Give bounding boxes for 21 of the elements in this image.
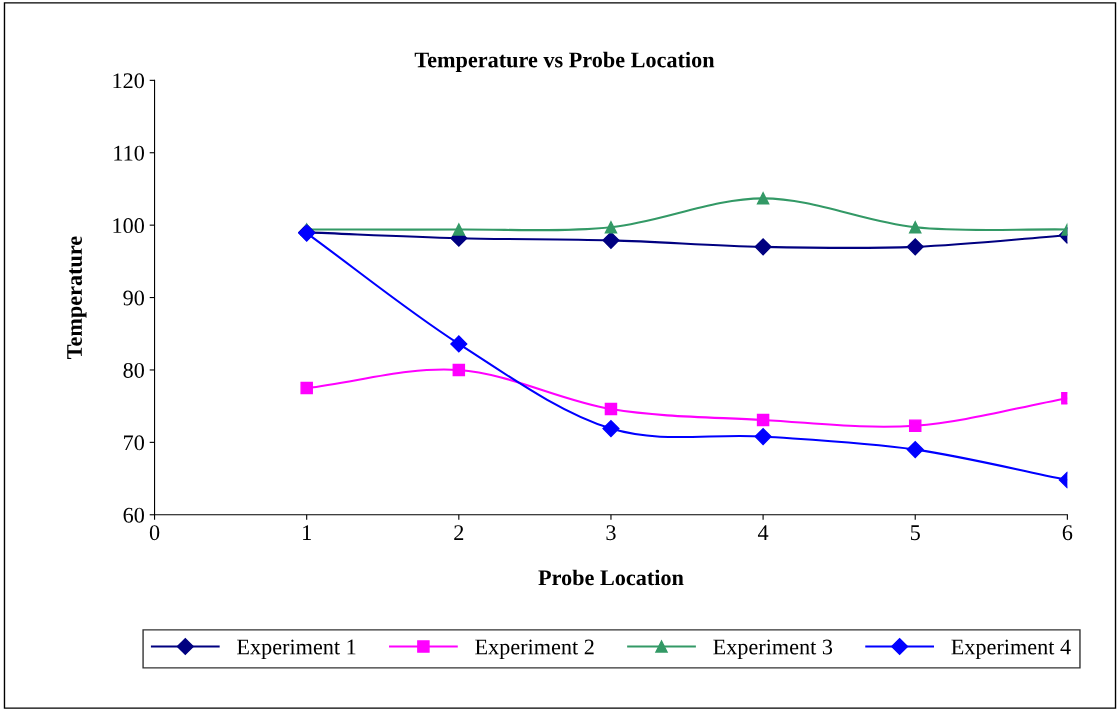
y-tick-label: 70 xyxy=(124,435,144,451)
y-tick-label: 60 xyxy=(123,507,144,523)
legend-label: Experiment 3 xyxy=(713,639,833,660)
x-tick-label: 1 xyxy=(303,525,311,540)
x-tick-label: 3 xyxy=(606,525,616,541)
x-tick-label: 5 xyxy=(910,525,920,541)
chart-title: Temperature vs Probe Location xyxy=(414,51,715,72)
legend-label: Experiment 2 xyxy=(475,639,594,660)
x-tick-label: 4 xyxy=(757,525,769,540)
y-tick-label: 100 xyxy=(113,218,144,234)
y-tick-label: 90 xyxy=(123,290,144,306)
y-axis-title: Temperature xyxy=(67,236,87,359)
x-axis-title: Probe Location xyxy=(538,569,684,586)
legend-label: Experiment 1 xyxy=(237,639,356,660)
y-tick-label: 80 xyxy=(123,362,144,378)
x-tick-label: 0 xyxy=(149,525,160,541)
x-tick-label: 2 xyxy=(454,525,464,540)
y-tick-label: 110 xyxy=(114,145,144,161)
legend-label: Experiment 4 xyxy=(951,639,1071,660)
x-tick-label: 6 xyxy=(1062,525,1073,541)
y-tick-label: 120 xyxy=(113,73,144,89)
